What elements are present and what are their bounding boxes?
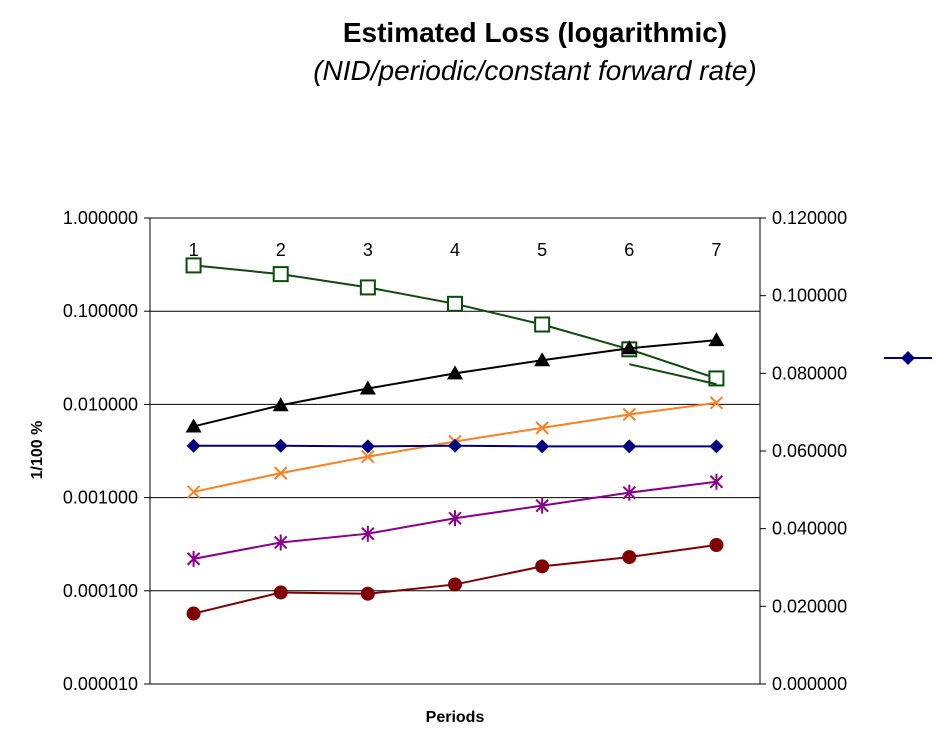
data-point-square xyxy=(185,257,202,274)
category-label: 7 xyxy=(711,240,721,260)
right-tick-label: 0.000000 xyxy=(772,674,847,694)
data-point-triangle xyxy=(708,332,725,347)
series-5 xyxy=(186,473,724,567)
series-line xyxy=(193,264,717,380)
category-label: 4 xyxy=(450,240,460,260)
series-2 xyxy=(185,332,725,433)
series-4 xyxy=(186,438,724,454)
left-tick-label: 0.100000 xyxy=(63,301,138,321)
data-point-diamond xyxy=(448,438,462,453)
data-point-circle xyxy=(360,586,375,601)
data-point-x xyxy=(186,485,201,499)
right-tick-label: 0.040000 xyxy=(772,519,847,539)
y-axis-title: 1/100 % xyxy=(29,421,46,480)
data-point-diamond xyxy=(622,439,637,454)
data-point-triangle xyxy=(447,365,463,380)
data-point-circle xyxy=(709,538,724,553)
data-point-star xyxy=(709,473,724,490)
data-point-triangle xyxy=(534,352,551,367)
series-1 xyxy=(185,257,725,387)
category-label: 5 xyxy=(537,240,547,260)
data-point-triangle xyxy=(272,397,289,412)
data-point-circle xyxy=(448,577,462,592)
category-label: 6 xyxy=(624,240,634,260)
left-tick-label: 0.010000 xyxy=(63,394,138,414)
data-point-diamond xyxy=(535,439,550,454)
right-axis: 0.120000 0.100000 0.080000 0.060000 0.040000… xyxy=(760,208,847,694)
data-point-circle xyxy=(273,585,288,600)
category-label: 1 xyxy=(189,240,199,260)
data-point-triangle xyxy=(621,340,638,355)
category-labels: 1 2 3 4 5 6 7 xyxy=(189,240,722,260)
left-tick-label: 0.001000 xyxy=(63,488,138,508)
series-6 xyxy=(186,538,724,621)
chart-subtitle: (NID/periodic/constant forward rate) xyxy=(313,55,757,86)
category-label: 3 xyxy=(363,240,373,260)
data-point-diamond xyxy=(273,438,288,453)
data-point-x xyxy=(535,421,549,435)
right-tick-label: 0.120000 xyxy=(772,208,847,228)
data-point-x xyxy=(274,466,288,480)
data-point-triangle xyxy=(185,418,202,433)
right-tick-label: 0.100000 xyxy=(772,286,847,306)
data-point-x xyxy=(709,396,724,410)
right-tick-label: 0.020000 xyxy=(772,596,847,616)
left-axis: 1.000000 0.100000 0.010000 0.001000 0.000100… xyxy=(63,208,150,694)
x-axis-title: Periods xyxy=(426,709,485,726)
data-point-diamond xyxy=(186,438,201,453)
left-tick-label: 1.000000 xyxy=(63,208,138,228)
data-point-star xyxy=(622,484,636,501)
data-point-circle xyxy=(535,559,550,574)
category-label: 2 xyxy=(276,240,286,260)
left-tick-label: 0.000100 xyxy=(63,581,138,601)
data-point-square xyxy=(272,266,289,283)
trendline xyxy=(629,363,717,386)
right-tick-label: 0.060000 xyxy=(772,441,847,461)
data-point-square xyxy=(534,316,551,333)
data-point-square xyxy=(359,279,376,296)
data-point-star xyxy=(186,550,201,567)
data-point-x xyxy=(361,449,375,464)
data-point-star xyxy=(448,510,462,527)
data-point-circle xyxy=(622,550,637,565)
data-point-diamond xyxy=(360,439,375,454)
series-layer xyxy=(185,257,725,621)
legend xyxy=(884,351,932,365)
data-point-square xyxy=(447,295,463,312)
data-point-star xyxy=(274,534,288,551)
right-tick-label: 0.080000 xyxy=(772,363,847,383)
left-tick-label: 0.000010 xyxy=(63,674,138,694)
data-point-x xyxy=(622,407,636,422)
data-point-triangle xyxy=(359,380,376,395)
data-point-star xyxy=(361,525,375,542)
data-point-star xyxy=(535,497,549,514)
data-point-square xyxy=(708,370,725,387)
data-point-diamond xyxy=(709,439,724,454)
data-point-circle xyxy=(186,606,201,621)
chart-title: Estimated Loss (logarithmic) xyxy=(343,17,727,48)
legend-diamond-marker xyxy=(901,351,915,365)
